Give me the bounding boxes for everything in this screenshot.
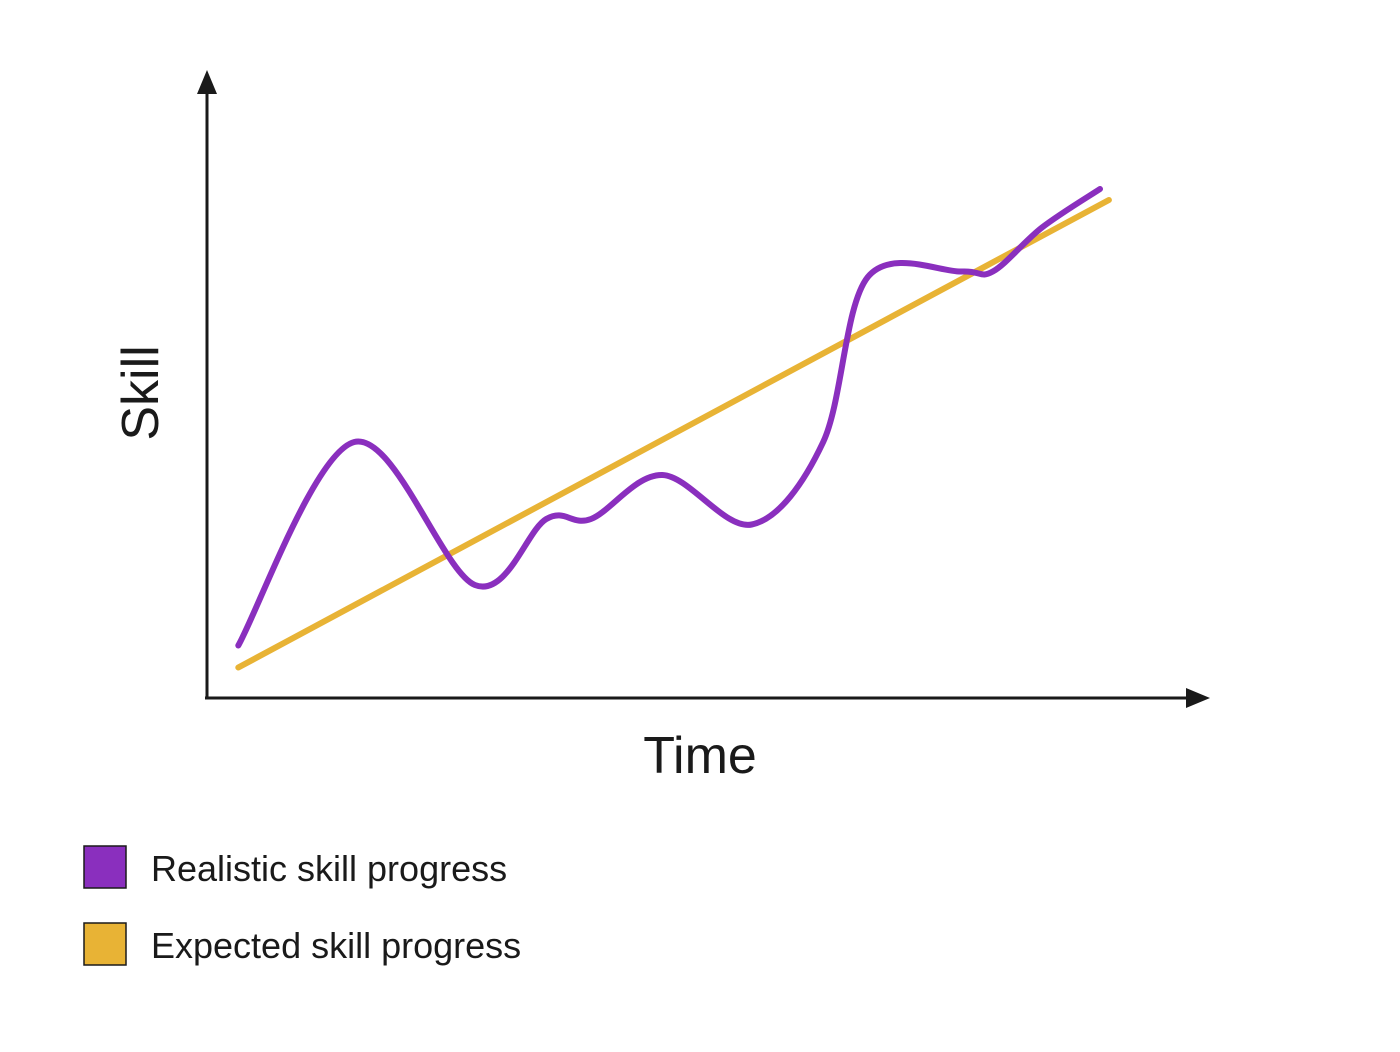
series-line-realistic <box>235 186 1103 649</box>
x-axis-label: Time <box>643 727 757 785</box>
legend-swatch-realistic <box>83 845 127 889</box>
series-line-expected <box>235 197 1112 671</box>
legend-label-realistic: Realistic skill progress <box>151 848 507 889</box>
legend: Realistic skill progress Expected skill … <box>83 845 521 966</box>
y-axis-label: Skill <box>112 345 170 440</box>
x-axis-arrow-icon <box>1186 688 1210 708</box>
legend-label-expected: Expected skill progress <box>151 925 521 966</box>
legend-swatch-expected <box>83 922 127 966</box>
y-axis-arrow-icon <box>197 70 217 94</box>
